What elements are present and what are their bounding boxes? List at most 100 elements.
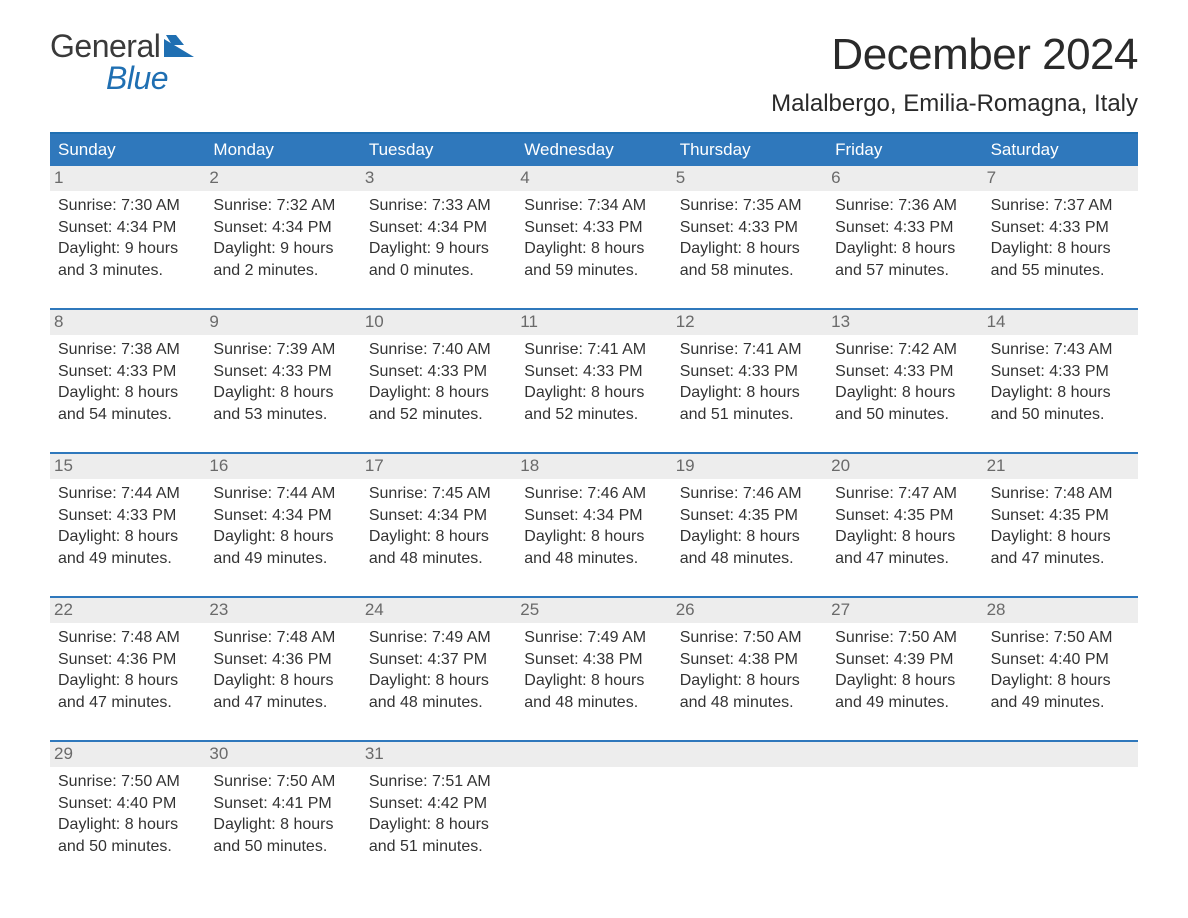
day-details: Sunrise: 7:37 AMSunset: 4:33 PMDaylight:… <box>991 195 1130 281</box>
day-number-empty <box>516 742 671 767</box>
day-details: Sunrise: 7:50 AMSunset: 4:41 PMDaylight:… <box>213 771 352 857</box>
day-details: Sunrise: 7:47 AMSunset: 4:35 PMDaylight:… <box>835 483 974 569</box>
calendar-day: 26Sunrise: 7:50 AMSunset: 4:38 PMDayligh… <box>672 598 827 722</box>
daylight-line-1: Daylight: 8 hours <box>58 526 197 548</box>
daylight-line-1: Daylight: 9 hours <box>213 238 352 260</box>
day-number: 18 <box>516 454 671 479</box>
daylight-line-1: Daylight: 8 hours <box>369 814 508 836</box>
daylight-line-1: Daylight: 8 hours <box>213 526 352 548</box>
day-number: 27 <box>827 598 982 623</box>
daylight-line-1: Daylight: 8 hours <box>524 382 663 404</box>
calendar-day: 20Sunrise: 7:47 AMSunset: 4:35 PMDayligh… <box>827 454 982 578</box>
sunrise-line: Sunrise: 7:46 AM <box>524 483 663 505</box>
daylight-line-2: and 48 minutes. <box>524 692 663 714</box>
sunset-line: Sunset: 4:33 PM <box>58 505 197 527</box>
dow-saturday: Saturday <box>983 134 1138 166</box>
daylight-line-1: Daylight: 8 hours <box>680 526 819 548</box>
daylight-line-2: and 49 minutes. <box>213 548 352 570</box>
daylight-line-1: Daylight: 8 hours <box>835 526 974 548</box>
day-details: Sunrise: 7:49 AMSunset: 4:38 PMDaylight:… <box>524 627 663 713</box>
calendar-day: 5Sunrise: 7:35 AMSunset: 4:33 PMDaylight… <box>672 166 827 290</box>
daylight-line-1: Daylight: 8 hours <box>58 814 197 836</box>
daylight-line-1: Daylight: 8 hours <box>835 238 974 260</box>
day-of-week-header: Sunday Monday Tuesday Wednesday Thursday… <box>50 134 1138 166</box>
day-number: 1 <box>50 166 205 191</box>
day-number: 7 <box>983 166 1138 191</box>
day-number: 10 <box>361 310 516 335</box>
day-number: 22 <box>50 598 205 623</box>
logo-text-2: Blue <box>50 62 198 94</box>
logo-text-1: General <box>50 30 160 62</box>
day-number: 21 <box>983 454 1138 479</box>
daylight-line-1: Daylight: 9 hours <box>369 238 508 260</box>
daylight-line-1: Daylight: 8 hours <box>991 382 1130 404</box>
month-title: December 2024 <box>771 30 1138 80</box>
day-details: Sunrise: 7:46 AMSunset: 4:34 PMDaylight:… <box>524 483 663 569</box>
daylight-line-2: and 50 minutes. <box>991 404 1130 426</box>
sunset-line: Sunset: 4:35 PM <box>991 505 1130 527</box>
sunrise-line: Sunrise: 7:33 AM <box>369 195 508 217</box>
daylight-line-2: and 47 minutes. <box>58 692 197 714</box>
day-details: Sunrise: 7:43 AMSunset: 4:33 PMDaylight:… <box>991 339 1130 425</box>
calendar-day: 30Sunrise: 7:50 AMSunset: 4:41 PMDayligh… <box>205 742 360 866</box>
calendar-day: 12Sunrise: 7:41 AMSunset: 4:33 PMDayligh… <box>672 310 827 434</box>
day-number: 24 <box>361 598 516 623</box>
day-details: Sunrise: 7:35 AMSunset: 4:33 PMDaylight:… <box>680 195 819 281</box>
sunset-line: Sunset: 4:35 PM <box>680 505 819 527</box>
sunset-line: Sunset: 4:35 PM <box>835 505 974 527</box>
daylight-line-1: Daylight: 8 hours <box>369 526 508 548</box>
dow-wednesday: Wednesday <box>516 134 671 166</box>
day-number: 26 <box>672 598 827 623</box>
calendar-week: 1Sunrise: 7:30 AMSunset: 4:34 PMDaylight… <box>50 166 1138 290</box>
daylight-line-2: and 48 minutes. <box>680 548 819 570</box>
daylight-line-1: Daylight: 8 hours <box>213 814 352 836</box>
day-details: Sunrise: 7:33 AMSunset: 4:34 PMDaylight:… <box>369 195 508 281</box>
calendar-day: 6Sunrise: 7:36 AMSunset: 4:33 PMDaylight… <box>827 166 982 290</box>
weeks-container: 1Sunrise: 7:30 AMSunset: 4:34 PMDaylight… <box>50 166 1138 866</box>
sunset-line: Sunset: 4:33 PM <box>991 217 1130 239</box>
sunset-line: Sunset: 4:33 PM <box>680 217 819 239</box>
daylight-line-2: and 49 minutes. <box>991 692 1130 714</box>
sunset-line: Sunset: 4:33 PM <box>680 361 819 383</box>
day-number: 11 <box>516 310 671 335</box>
calendar-day: 14Sunrise: 7:43 AMSunset: 4:33 PMDayligh… <box>983 310 1138 434</box>
sunset-line: Sunset: 4:39 PM <box>835 649 974 671</box>
day-number-empty <box>983 742 1138 767</box>
calendar-day: 18 Sunrise: 7:46 AMSunset: 4:34 PMDayligh… <box>516 454 671 578</box>
sunrise-line: Sunrise: 7:37 AM <box>991 195 1130 217</box>
sunrise-line: Sunrise: 7:51 AM <box>369 771 508 793</box>
daylight-line-2: and 48 minutes. <box>369 692 508 714</box>
calendar-day <box>516 742 671 866</box>
sunset-line: Sunset: 4:34 PM <box>213 217 352 239</box>
day-details: Sunrise: 7:46 AMSunset: 4:35 PMDaylight:… <box>680 483 819 569</box>
daylight-line-2: and 48 minutes. <box>524 548 663 570</box>
dow-friday: Friday <box>827 134 982 166</box>
day-details: Sunrise: 7:34 AMSunset: 4:33 PMDaylight:… <box>524 195 663 281</box>
daylight-line-2: and 54 minutes. <box>58 404 197 426</box>
daylight-line-2: and 47 minutes. <box>213 692 352 714</box>
calendar-day: 31Sunrise: 7:51 AMSunset: 4:42 PMDayligh… <box>361 742 516 866</box>
logo-flag-icon <box>162 30 198 62</box>
sunrise-line: Sunrise: 7:43 AM <box>991 339 1130 361</box>
calendar-day: 3Sunrise: 7:33 AMSunset: 4:34 PMDaylight… <box>361 166 516 290</box>
daylight-line-1: Daylight: 8 hours <box>213 670 352 692</box>
day-details: Sunrise: 7:38 AMSunset: 4:33 PMDaylight:… <box>58 339 197 425</box>
daylight-line-1: Daylight: 9 hours <box>58 238 197 260</box>
day-number: 4 <box>516 166 671 191</box>
calendar-day: 27Sunrise: 7:50 AMSunset: 4:39 PMDayligh… <box>827 598 982 722</box>
sunset-line: Sunset: 4:33 PM <box>991 361 1130 383</box>
calendar-day: 24Sunrise: 7:49 AMSunset: 4:37 PMDayligh… <box>361 598 516 722</box>
daylight-line-1: Daylight: 8 hours <box>58 670 197 692</box>
sunset-line: Sunset: 4:34 PM <box>524 505 663 527</box>
daylight-line-1: Daylight: 8 hours <box>524 526 663 548</box>
sunrise-line: Sunrise: 7:44 AM <box>213 483 352 505</box>
dow-thursday: Thursday <box>672 134 827 166</box>
header: General Blue December 2024 Malalbergo, E… <box>50 30 1138 118</box>
day-number: 23 <box>205 598 360 623</box>
calendar-week: 22Sunrise: 7:48 AMSunset: 4:36 PMDayligh… <box>50 596 1138 722</box>
day-number: 31 <box>361 742 516 767</box>
daylight-line-2: and 57 minutes. <box>835 260 974 282</box>
daylight-line-2: and 53 minutes. <box>213 404 352 426</box>
calendar-day: 21Sunrise: 7:48 AMSunset: 4:35 PMDayligh… <box>983 454 1138 578</box>
calendar-day: 9Sunrise: 7:39 AMSunset: 4:33 PMDaylight… <box>205 310 360 434</box>
